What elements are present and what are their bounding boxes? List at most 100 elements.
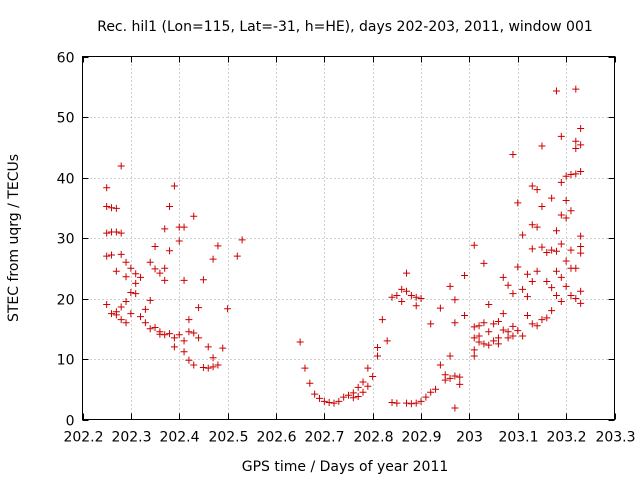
data-point — [103, 184, 111, 192]
data-point — [180, 276, 188, 284]
data-point — [485, 341, 493, 349]
data-point — [132, 270, 140, 278]
data-point — [475, 338, 483, 346]
data-point — [514, 199, 522, 207]
data-point — [214, 242, 222, 250]
data-point — [330, 399, 338, 407]
data-point — [567, 246, 575, 254]
data-point — [417, 295, 425, 302]
data-point — [393, 399, 401, 407]
grid-lines — [82, 56, 615, 420]
data-point — [122, 319, 130, 327]
data-point — [204, 343, 212, 351]
data-point — [572, 295, 580, 302]
data-point — [315, 394, 323, 402]
data-point — [127, 288, 135, 296]
data-point — [204, 364, 212, 372]
data-point — [146, 296, 154, 304]
data-point — [567, 170, 575, 178]
data-point — [383, 337, 391, 345]
x-tick-label: 202.6 — [256, 430, 296, 446]
data-point — [557, 273, 565, 281]
data-point — [451, 404, 459, 412]
data-point — [412, 399, 420, 407]
data-point — [412, 302, 420, 310]
y-tick-label: 20 — [57, 293, 75, 309]
data-point — [499, 310, 507, 318]
data-point — [461, 272, 469, 280]
data-points — [103, 85, 585, 412]
data-point — [577, 242, 585, 250]
data-point — [195, 304, 203, 312]
data-point — [170, 343, 178, 351]
data-point — [480, 259, 488, 267]
data-point — [301, 364, 309, 372]
data-point — [562, 172, 570, 180]
data-point — [122, 298, 130, 306]
data-point — [490, 320, 498, 328]
data-point — [209, 363, 217, 371]
data-point — [369, 373, 377, 381]
data-point — [475, 322, 483, 330]
data-point — [122, 258, 130, 266]
data-point — [543, 314, 551, 322]
data-point — [190, 361, 198, 369]
x-tick-label: 202.2 — [63, 430, 103, 446]
data-point — [407, 400, 415, 408]
data-point — [151, 242, 159, 250]
data-point — [127, 264, 135, 272]
data-point — [528, 278, 536, 286]
data-point — [504, 334, 512, 342]
data-point — [499, 273, 507, 281]
data-point — [552, 291, 560, 299]
data-point — [161, 225, 169, 233]
data-point — [151, 324, 159, 332]
data-point — [519, 285, 527, 293]
data-point — [509, 322, 517, 330]
data-point — [523, 293, 531, 301]
data-point — [557, 240, 565, 248]
data-point — [504, 328, 512, 336]
data-point — [436, 304, 444, 312]
data-point — [180, 337, 188, 345]
data-point — [161, 276, 169, 284]
x-tick-label: 202.9 — [401, 430, 441, 446]
data-point — [117, 162, 125, 170]
data-point — [166, 247, 174, 255]
data-point — [190, 212, 198, 220]
x-tick-labels: 202.2 202.3 202.4 202.5 202.6 202.7 202.8 202.9… — [63, 430, 635, 446]
y-tick-label: 10 — [57, 353, 75, 369]
data-point — [509, 332, 517, 340]
data-point — [146, 325, 154, 333]
data-point — [403, 269, 411, 277]
data-point — [398, 298, 406, 306]
data-point — [233, 252, 241, 260]
x-axis-label: GPS time / Days of year 2011 — [242, 459, 449, 475]
data-point — [567, 291, 575, 299]
data-point — [494, 317, 502, 325]
x-tick-label: 202.5 — [208, 430, 248, 446]
data-point — [528, 245, 536, 253]
y-tick-label: 60 — [57, 51, 75, 67]
data-point — [219, 344, 227, 352]
y-tick-label: 0 — [66, 414, 75, 430]
data-point — [427, 320, 435, 328]
data-point — [470, 323, 478, 331]
data-point — [528, 320, 536, 328]
data-point — [577, 287, 585, 295]
data-point — [552, 267, 560, 275]
data-point — [548, 284, 556, 292]
data-point — [180, 223, 188, 231]
data-point — [151, 265, 159, 273]
x-tick-label: 202.7 — [304, 430, 344, 446]
data-point — [311, 390, 319, 398]
data-point — [354, 383, 362, 391]
data-point — [533, 267, 541, 275]
data-point — [577, 124, 585, 132]
data-point — [436, 361, 444, 369]
data-point — [166, 203, 174, 211]
data-point — [137, 313, 145, 321]
data-point — [538, 316, 546, 324]
data-point — [523, 311, 531, 319]
data-point — [141, 305, 149, 313]
